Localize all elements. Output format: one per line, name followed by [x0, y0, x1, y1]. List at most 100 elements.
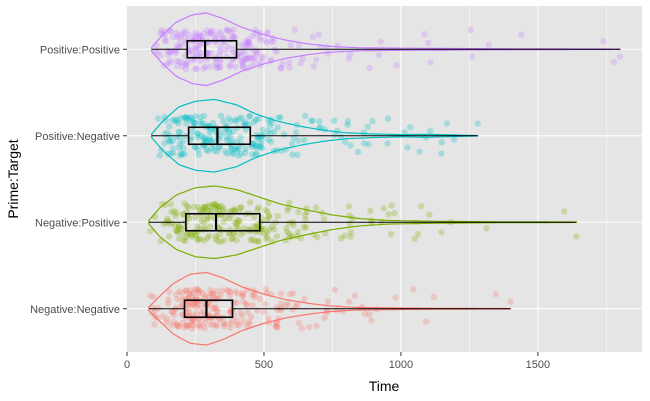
data-point	[255, 204, 262, 211]
data-point	[220, 323, 227, 330]
data-point	[330, 117, 338, 124]
data-point	[164, 315, 171, 323]
data-point	[290, 290, 297, 297]
data-point	[207, 223, 214, 230]
data-point	[250, 223, 258, 230]
data-point	[364, 123, 371, 130]
data-point	[392, 294, 399, 301]
y-tick-label: Negative:Negative	[30, 304, 120, 316]
data-point	[347, 142, 354, 149]
data-point	[254, 237, 262, 245]
data-point	[230, 230, 237, 237]
data-point	[200, 112, 208, 120]
data-point	[246, 40, 253, 48]
data-point	[196, 32, 204, 40]
data-point	[324, 298, 331, 305]
data-point	[164, 150, 171, 157]
data-point	[244, 41, 251, 48]
data-point	[241, 48, 248, 56]
data-point	[295, 319, 303, 327]
data-point	[247, 226, 255, 233]
data-point	[427, 127, 434, 135]
data-point	[271, 128, 278, 135]
data-point	[166, 59, 174, 67]
data-point	[229, 138, 236, 145]
data-point	[239, 57, 246, 64]
data-point	[242, 145, 249, 153]
data-point	[360, 129, 368, 136]
data-point	[206, 63, 214, 70]
data-point	[200, 309, 207, 316]
data-point	[391, 210, 398, 217]
data-point	[290, 134, 298, 142]
data-point	[167, 150, 174, 157]
data-point	[201, 135, 208, 142]
data-point	[226, 324, 234, 331]
data-point	[246, 320, 253, 328]
data-point	[216, 316, 223, 323]
data-point	[167, 49, 174, 56]
data-point	[198, 311, 205, 318]
data-point	[154, 48, 162, 56]
data-point	[205, 31, 213, 38]
data-point	[223, 26, 230, 33]
data-point	[207, 208, 215, 215]
y-axis-title: Prime:Target	[5, 139, 21, 218]
data-point	[315, 31, 323, 38]
data-point	[254, 206, 261, 214]
data-point	[146, 228, 154, 235]
data-point	[286, 231, 293, 238]
data-point	[174, 296, 181, 303]
data-point	[161, 28, 168, 35]
data-point	[241, 43, 248, 51]
data-point	[294, 151, 301, 159]
data-point	[238, 53, 245, 61]
data-point	[212, 236, 219, 243]
data-point	[263, 39, 270, 46]
data-point	[183, 60, 190, 68]
data-point	[411, 235, 418, 242]
violin-positive-positive	[151, 12, 621, 87]
data-point	[222, 214, 229, 221]
data-point	[263, 229, 270, 236]
data-point	[198, 121, 205, 128]
data-point	[189, 289, 197, 297]
data-point	[243, 300, 250, 308]
data-point	[191, 119, 199, 127]
data-point	[239, 292, 246, 299]
data-point	[237, 204, 245, 211]
data-point	[295, 208, 302, 216]
data-point	[161, 37, 169, 44]
data-point	[320, 215, 328, 223]
data-point	[351, 292, 359, 299]
data-point	[286, 290, 294, 298]
data-point	[255, 223, 263, 230]
data-point	[217, 291, 224, 298]
data-point	[190, 316, 197, 324]
data-point	[173, 321, 181, 328]
data-point	[173, 118, 180, 125]
data-point	[149, 304, 157, 311]
data-point	[256, 143, 264, 150]
jitter-points	[146, 26, 624, 332]
data-point	[238, 58, 246, 66]
data-point	[178, 225, 185, 233]
data-point	[206, 133, 213, 141]
data-point	[153, 42, 160, 49]
data-point	[178, 150, 185, 157]
data-point	[249, 140, 256, 147]
data-point	[192, 33, 199, 40]
data-point	[325, 50, 332, 57]
data-point	[216, 43, 224, 51]
data-point	[194, 129, 201, 137]
data-point	[272, 323, 279, 330]
data-point	[206, 137, 213, 144]
data-point	[230, 150, 237, 158]
data-point	[310, 63, 317, 70]
data-point	[233, 146, 241, 154]
data-point	[256, 36, 264, 44]
data-point	[274, 212, 282, 220]
data-point	[294, 228, 302, 236]
data-point	[181, 150, 188, 158]
data-point	[283, 228, 291, 236]
